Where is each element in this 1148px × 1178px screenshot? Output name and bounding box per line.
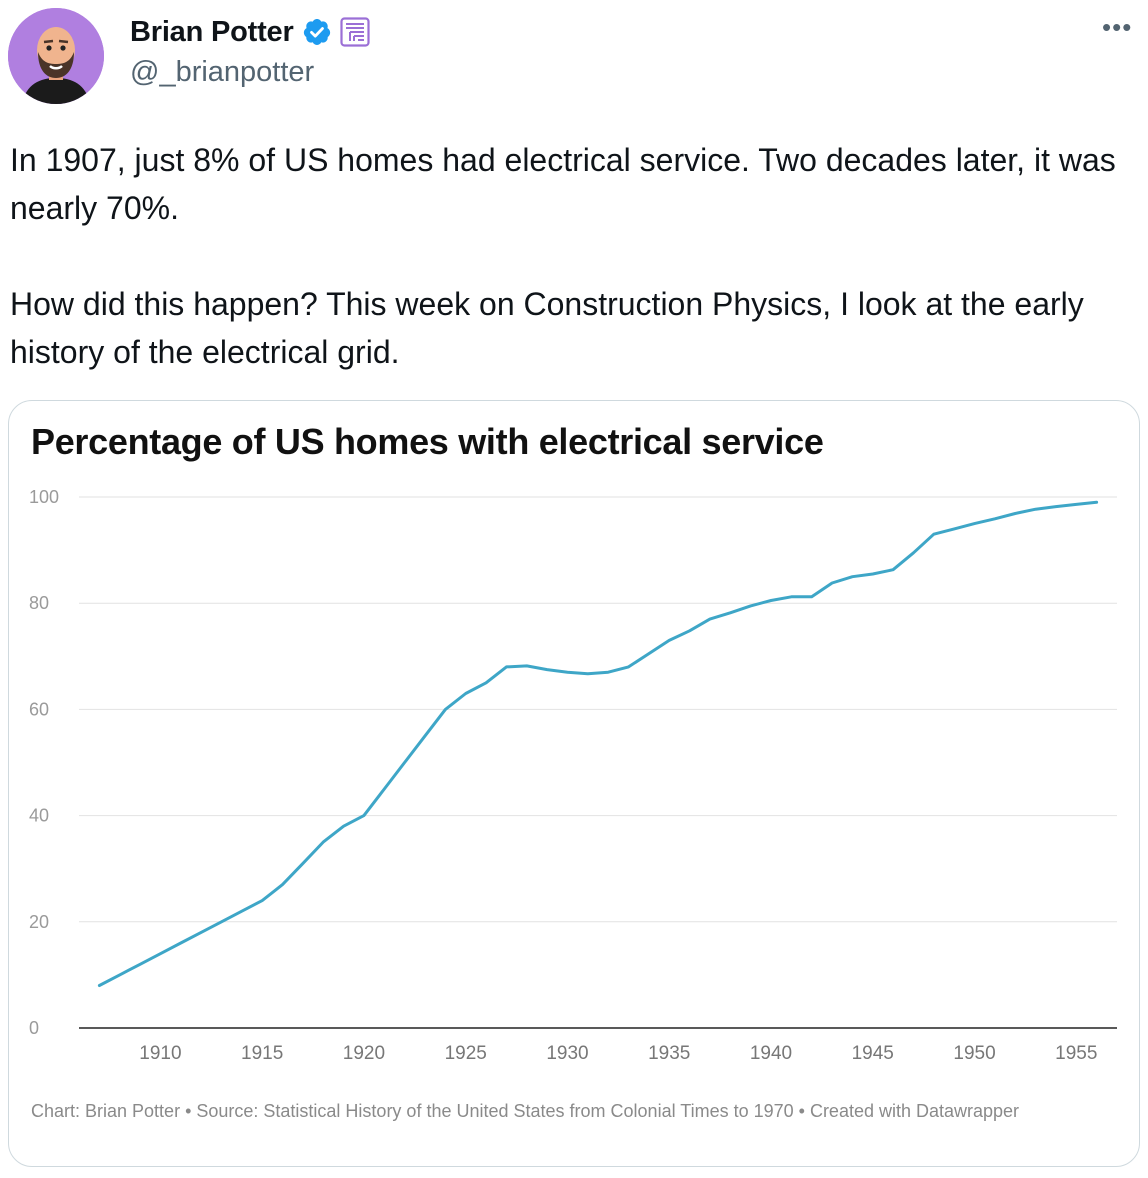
y-tick-label: 0: [29, 1018, 39, 1038]
x-tick-label: 1920: [343, 1043, 385, 1064]
x-tick-label: 1940: [750, 1043, 792, 1064]
x-tick-label: 1950: [953, 1043, 995, 1064]
chart-footer: Chart: Brian Potter • Source: Statistica…: [31, 1101, 1020, 1121]
line-chart: 0 20 40 60 80 100 1910 1915 1920 1925 1930 1935 1940…: [29, 487, 1117, 1064]
chart-image-card[interactable]: Percentage of US homes with electrical s…: [8, 400, 1140, 1167]
y-tick-label: 40: [29, 806, 49, 826]
tweet-paragraph: How did this happen? This week on Constr…: [10, 286, 1084, 370]
y-tick-label: 100: [29, 487, 59, 507]
x-tick-label: 1945: [852, 1043, 894, 1064]
author-avatar[interactable]: [8, 8, 104, 104]
author-name[interactable]: Brian Potter: [130, 15, 294, 48]
x-tick-label: 1935: [648, 1043, 690, 1064]
y-tick-label: 80: [29, 593, 49, 613]
x-tick-label: 1955: [1055, 1043, 1097, 1064]
x-tick-label: 1925: [445, 1043, 487, 1064]
y-tick-label: 20: [29, 912, 49, 932]
x-tick-label: 1910: [139, 1043, 181, 1064]
verified-badge-icon[interactable]: [302, 17, 332, 47]
series-line: [97, 500, 1099, 987]
y-tick-label: 60: [29, 699, 49, 719]
author-name-row: Brian Potter: [130, 14, 370, 50]
author-handle[interactable]: @_brianpotter: [130, 56, 315, 88]
tweet-paragraph: In 1907, just 8% of US homes had electri…: [10, 142, 1116, 226]
x-tick-label: 1930: [546, 1043, 588, 1064]
avatar-illustration: [8, 8, 104, 104]
x-tick-label: 1915: [241, 1043, 283, 1064]
tweet-text: In 1907, just 8% of US homes had electri…: [10, 136, 1138, 376]
chart-title: Percentage of US homes with electrical s…: [31, 421, 824, 462]
more-options-icon[interactable]: •••: [1102, 12, 1133, 42]
newsletter-affiliate-icon[interactable]: [339, 17, 370, 47]
